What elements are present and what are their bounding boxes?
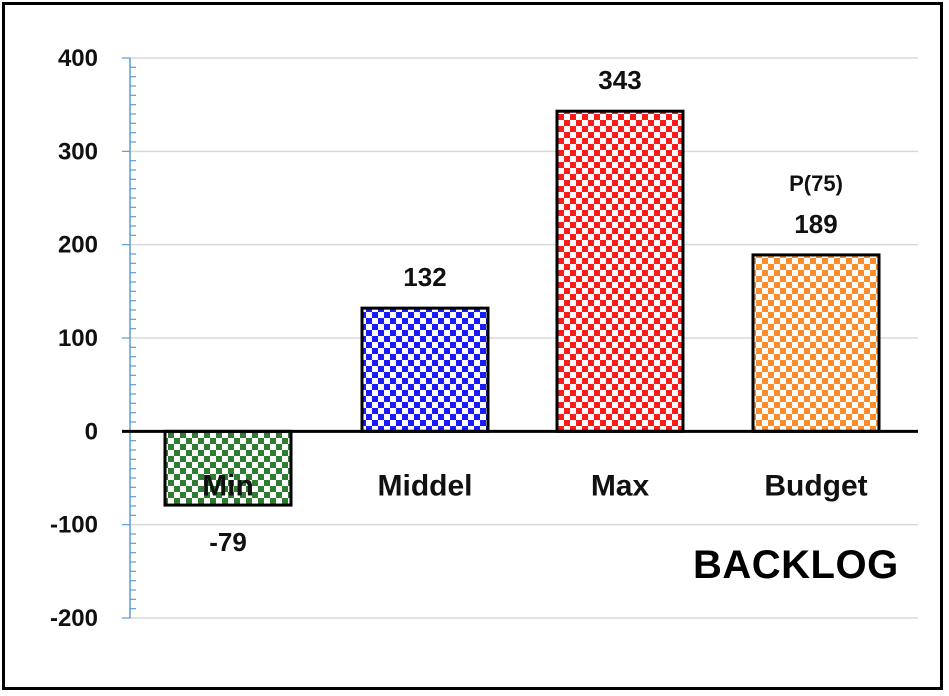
bar-min — [163, 429, 293, 507]
category-label: Budget — [764, 469, 867, 502]
category-label: Max — [591, 469, 650, 502]
y-tick-label: -200 — [50, 605, 98, 632]
annotation-label: P(75) — [789, 171, 843, 196]
y-tick-label: 400 — [58, 45, 98, 72]
data-label: 132 — [403, 262, 446, 292]
y-tick-label: 100 — [58, 325, 98, 352]
y-tick-label: 200 — [58, 232, 98, 259]
y-tick-labels: 400 300 200 100 0 -100 -200 — [50, 45, 98, 632]
data-label: 189 — [794, 209, 837, 239]
category-labels: Min Middel Max Budget — [202, 469, 867, 502]
category-label: Min — [202, 469, 254, 502]
bar-max — [555, 109, 685, 433]
backlog-label: BACKLOG — [693, 543, 899, 587]
y-tick-label: 0 — [85, 418, 98, 445]
y-axis-minor-ticks — [122, 57, 136, 619]
bar-budget — [751, 253, 881, 433]
bars — [163, 109, 881, 507]
y-tick-label: 300 — [58, 138, 98, 165]
y-tick-label: -100 — [50, 512, 98, 539]
bar-middel — [360, 306, 490, 433]
data-labels: -79 132 343 189 P(75) — [209, 65, 843, 557]
data-label: -79 — [209, 527, 247, 557]
category-label: Middel — [378, 469, 473, 502]
data-label: 343 — [598, 65, 641, 95]
